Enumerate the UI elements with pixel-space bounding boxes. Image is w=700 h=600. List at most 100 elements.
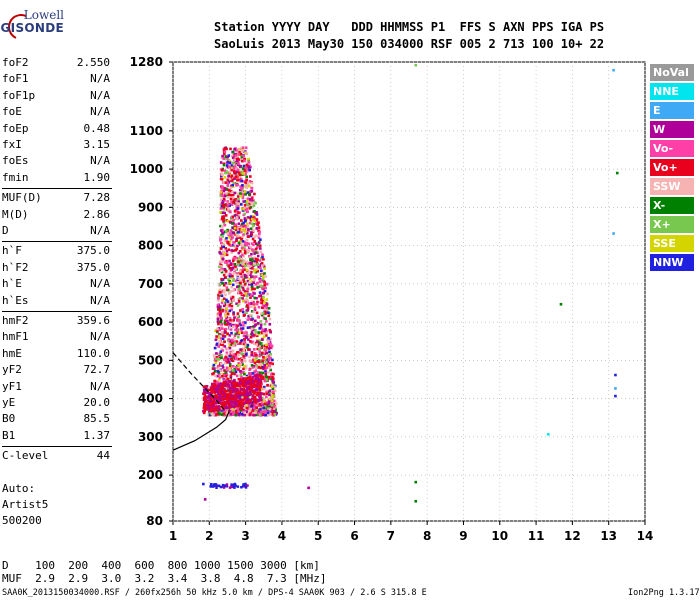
echo-point — [228, 334, 232, 337]
echo-point — [208, 404, 212, 407]
y-tick-label: 80 — [146, 514, 163, 528]
echo-point — [236, 285, 239, 289]
echo-point — [217, 383, 221, 386]
echo-point — [221, 255, 224, 259]
param-label: fmin — [2, 170, 29, 184]
echo-point — [231, 485, 234, 489]
echo-point — [237, 153, 240, 156]
echo-point — [258, 277, 261, 280]
echo-point — [239, 397, 242, 401]
echo-point — [236, 324, 239, 327]
echo-point — [236, 341, 240, 344]
echo-point — [244, 170, 248, 174]
echo-point — [232, 201, 235, 204]
echo-point — [226, 155, 229, 159]
echo-point — [257, 409, 261, 412]
header-row1: Station YYYY DAY DDD HHMMSS P1 FFS S AXN… — [214, 20, 605, 34]
echo-point — [250, 353, 254, 357]
echo-point — [246, 228, 250, 231]
echo-point — [234, 258, 238, 261]
echo-point — [271, 380, 274, 383]
echo-point — [236, 356, 239, 359]
echo-point — [240, 360, 244, 364]
echo-point — [219, 269, 223, 272]
echo-point — [240, 348, 244, 352]
echo-point — [248, 198, 252, 201]
echo-point — [239, 362, 242, 366]
echo-point — [254, 257, 258, 261]
echo-point — [223, 391, 227, 394]
echo-point — [245, 201, 248, 204]
echo-point — [224, 356, 227, 359]
echo-point — [246, 299, 249, 303]
echo-point — [211, 412, 214, 416]
echo-point — [222, 157, 226, 161]
echo-point — [228, 368, 232, 372]
param-separator — [2, 188, 112, 190]
echo-point — [228, 367, 232, 370]
param-value: N/A — [90, 277, 110, 291]
echo-point — [273, 410, 276, 413]
x-tick-label: 6 — [350, 529, 358, 543]
echo-point — [226, 386, 230, 390]
echo-point — [255, 302, 259, 306]
param-value: 20.0 — [83, 396, 111, 409]
echo-point — [213, 397, 216, 401]
echo-point — [216, 413, 219, 416]
echo-point — [261, 413, 264, 417]
echo-point — [229, 412, 232, 416]
echo-point — [244, 166, 248, 170]
param-row: foEs N/A — [2, 154, 110, 168]
echo-point — [261, 328, 264, 331]
echo-point — [252, 321, 256, 324]
echo-point — [252, 249, 255, 252]
echo-point — [250, 201, 253, 205]
echo-point — [247, 235, 250, 238]
echo-point — [242, 342, 246, 346]
echo-point — [248, 192, 251, 196]
echo-point — [246, 381, 249, 385]
echo-point — [232, 257, 235, 260]
echo-point — [258, 294, 261, 298]
echo-point — [266, 405, 270, 408]
echo-point — [246, 225, 250, 228]
echo-point — [242, 367, 245, 371]
echo-point — [221, 391, 224, 395]
echo-point — [245, 163, 249, 167]
echo-point — [224, 397, 228, 401]
echo-point — [242, 284, 246, 287]
echo-point — [234, 202, 237, 205]
param-row: foF1p N/A — [2, 89, 110, 103]
echo-point — [228, 303, 232, 307]
echo-point — [273, 403, 276, 406]
echo-point — [226, 274, 230, 277]
echo-point — [233, 225, 236, 228]
param-value: N/A — [90, 72, 110, 86]
y-tick-label: 1280 — [130, 55, 163, 69]
y-tick-label: 900 — [138, 200, 163, 214]
echo-point — [239, 185, 242, 188]
echo-point — [246, 326, 250, 329]
echo-point — [252, 354, 256, 358]
echo-point — [225, 483, 229, 486]
echo-point — [225, 286, 229, 290]
echo-point — [260, 298, 263, 301]
echo-point — [223, 396, 226, 399]
echo-point — [206, 397, 209, 400]
param-row: h`E N/A — [2, 277, 110, 291]
echo-point — [241, 286, 244, 289]
echo-point — [258, 280, 262, 283]
echo-point — [245, 387, 249, 391]
echo-point — [270, 406, 274, 409]
echo-point — [214, 483, 217, 486]
echo-point — [231, 226, 235, 230]
echo-point — [243, 322, 247, 326]
echo-point — [264, 406, 267, 410]
echo-point — [226, 320, 229, 323]
echo-point — [214, 329, 217, 333]
echo-point — [223, 199, 226, 202]
echo-point — [258, 259, 262, 262]
echo-point — [264, 328, 267, 331]
echo-point — [223, 147, 227, 150]
echo-point — [268, 366, 272, 370]
